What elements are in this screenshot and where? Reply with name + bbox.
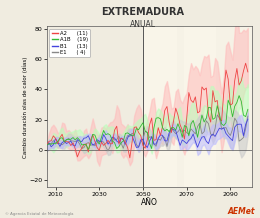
Text: © Agencia Estatal de Meteorología: © Agencia Estatal de Meteorología xyxy=(5,212,74,216)
Text: AEMet: AEMet xyxy=(227,207,255,216)
Text: ANUAL: ANUAL xyxy=(130,20,156,29)
Text: EXTREMADURA: EXTREMADURA xyxy=(101,7,185,17)
Legend: A2      (11), A1B    (19), B1      (13), E1      ( 4): A2 (11), A1B (19), B1 (13), E1 ( 4) xyxy=(49,29,90,57)
Bar xyxy=(143,26,252,187)
Bar xyxy=(184,26,215,187)
Y-axis label: Cambio duración olas de calor (días): Cambio duración olas de calor (días) xyxy=(23,56,28,158)
Bar xyxy=(143,26,176,187)
X-axis label: AÑO: AÑO xyxy=(141,198,158,207)
